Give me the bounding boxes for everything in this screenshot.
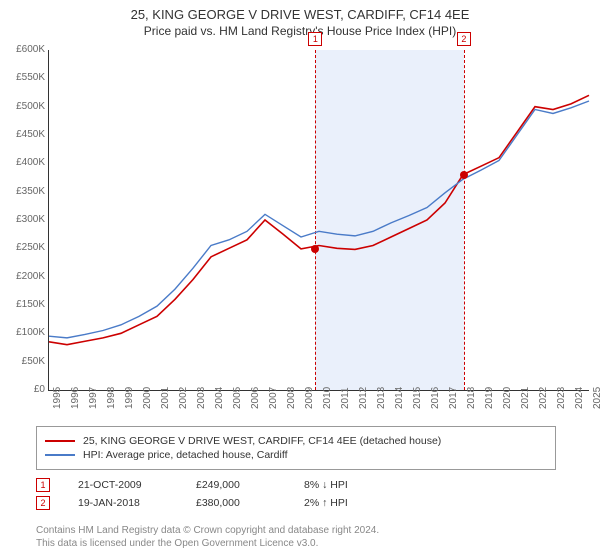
- x-axis-tick: 2021: [520, 387, 531, 409]
- marker-box-icon: 1: [308, 32, 322, 46]
- x-axis-tick: 2022: [538, 387, 549, 409]
- x-axis-tick: 2006: [250, 387, 261, 409]
- y-axis-tick: £550K: [1, 72, 45, 83]
- plot-area: £0£50K£100K£150K£200K£250K£300K£350K£400…: [48, 50, 589, 391]
- tx-date: 21-OCT-2009: [78, 479, 168, 491]
- y-axis-tick: £400K: [1, 157, 45, 168]
- legend-label: 25, KING GEORGE V DRIVE WEST, CARDIFF, C…: [83, 435, 441, 447]
- x-axis-tick: 2009: [304, 387, 315, 409]
- chart-container: 25, KING GEORGE V DRIVE WEST, CARDIFF, C…: [0, 0, 600, 560]
- x-axis-tick: 2007: [268, 387, 279, 409]
- tx-price: £380,000: [196, 497, 276, 509]
- table-row: 2 19-JAN-2018 £380,000 2% ↑ HPI: [36, 496, 348, 510]
- legend: 25, KING GEORGE V DRIVE WEST, CARDIFF, C…: [36, 426, 556, 470]
- transaction-point-icon: [460, 171, 468, 179]
- x-axis-tick: 2011: [340, 387, 351, 409]
- x-axis-tick: 2013: [376, 387, 387, 409]
- y-axis-tick: £300K: [1, 214, 45, 225]
- x-axis-tick: 2019: [484, 387, 495, 409]
- x-axis-tick: 2015: [412, 387, 423, 409]
- tx-price: £249,000: [196, 479, 276, 491]
- chart-subtitle: Price paid vs. HM Land Registry's House …: [0, 24, 600, 42]
- legend-item: 25, KING GEORGE V DRIVE WEST, CARDIFF, C…: [45, 435, 547, 447]
- x-axis-tick: 1995: [52, 387, 63, 409]
- y-axis-tick: £50K: [1, 356, 45, 367]
- y-axis-tick: £600K: [1, 44, 45, 55]
- legend-item: HPI: Average price, detached house, Card…: [45, 449, 547, 461]
- x-axis-tick: 2003: [196, 387, 207, 409]
- table-row: 1 21-OCT-2009 £249,000 8% ↓ HPI: [36, 478, 348, 492]
- x-axis-tick: 2016: [430, 387, 441, 409]
- x-axis-tick: 2023: [556, 387, 567, 409]
- line-series: [49, 50, 589, 390]
- chart-title: 25, KING GEORGE V DRIVE WEST, CARDIFF, C…: [0, 0, 600, 24]
- tx-date: 19-JAN-2018: [78, 497, 168, 509]
- transaction-point-icon: [311, 245, 319, 253]
- footer-attribution: Contains HM Land Registry data © Crown c…: [36, 524, 379, 550]
- legend-swatch: [45, 454, 75, 456]
- x-axis-tick: 2010: [322, 387, 333, 409]
- x-axis-tick: 1997: [88, 387, 99, 409]
- legend-swatch: [45, 440, 75, 442]
- x-axis-tick: 2005: [232, 387, 243, 409]
- x-axis-tick: 2025: [592, 387, 600, 409]
- x-axis-tick: 1998: [106, 387, 117, 409]
- x-axis-tick: 2008: [286, 387, 297, 409]
- legend-label: HPI: Average price, detached house, Card…: [83, 449, 288, 461]
- x-axis-tick: 2002: [178, 387, 189, 409]
- footer-line: Contains HM Land Registry data © Crown c…: [36, 524, 379, 537]
- y-axis-tick: £450K: [1, 129, 45, 140]
- tx-delta: 8% ↓ HPI: [304, 479, 348, 491]
- y-axis-tick: £500K: [1, 101, 45, 112]
- x-axis-tick: 2020: [502, 387, 513, 409]
- x-axis-tick: 2017: [448, 387, 459, 409]
- marker-box-icon: 2: [457, 32, 471, 46]
- x-axis-tick: 2018: [466, 387, 477, 409]
- tx-marker-icon: 2: [36, 496, 50, 510]
- x-axis-tick: 2024: [574, 387, 585, 409]
- x-axis-tick: 2000: [142, 387, 153, 409]
- y-axis-tick: £0: [1, 384, 45, 395]
- x-axis-tick: 2004: [214, 387, 225, 409]
- y-axis-tick: £200K: [1, 271, 45, 282]
- x-axis-tick: 2012: [358, 387, 369, 409]
- x-axis-tick: 1996: [70, 387, 81, 409]
- tx-marker-icon: 1: [36, 478, 50, 492]
- tx-delta: 2% ↑ HPI: [304, 497, 348, 509]
- y-axis-tick: £100K: [1, 327, 45, 338]
- x-axis-tick: 2001: [160, 387, 171, 409]
- y-axis-tick: £350K: [1, 186, 45, 197]
- x-axis-tick: 2014: [394, 387, 405, 409]
- y-axis-tick: £250K: [1, 242, 45, 253]
- y-axis-tick: £150K: [1, 299, 45, 310]
- footer-line: This data is licensed under the Open Gov…: [36, 537, 379, 550]
- transaction-table: 1 21-OCT-2009 £249,000 8% ↓ HPI 2 19-JAN…: [36, 474, 348, 514]
- x-axis-tick: 1999: [124, 387, 135, 409]
